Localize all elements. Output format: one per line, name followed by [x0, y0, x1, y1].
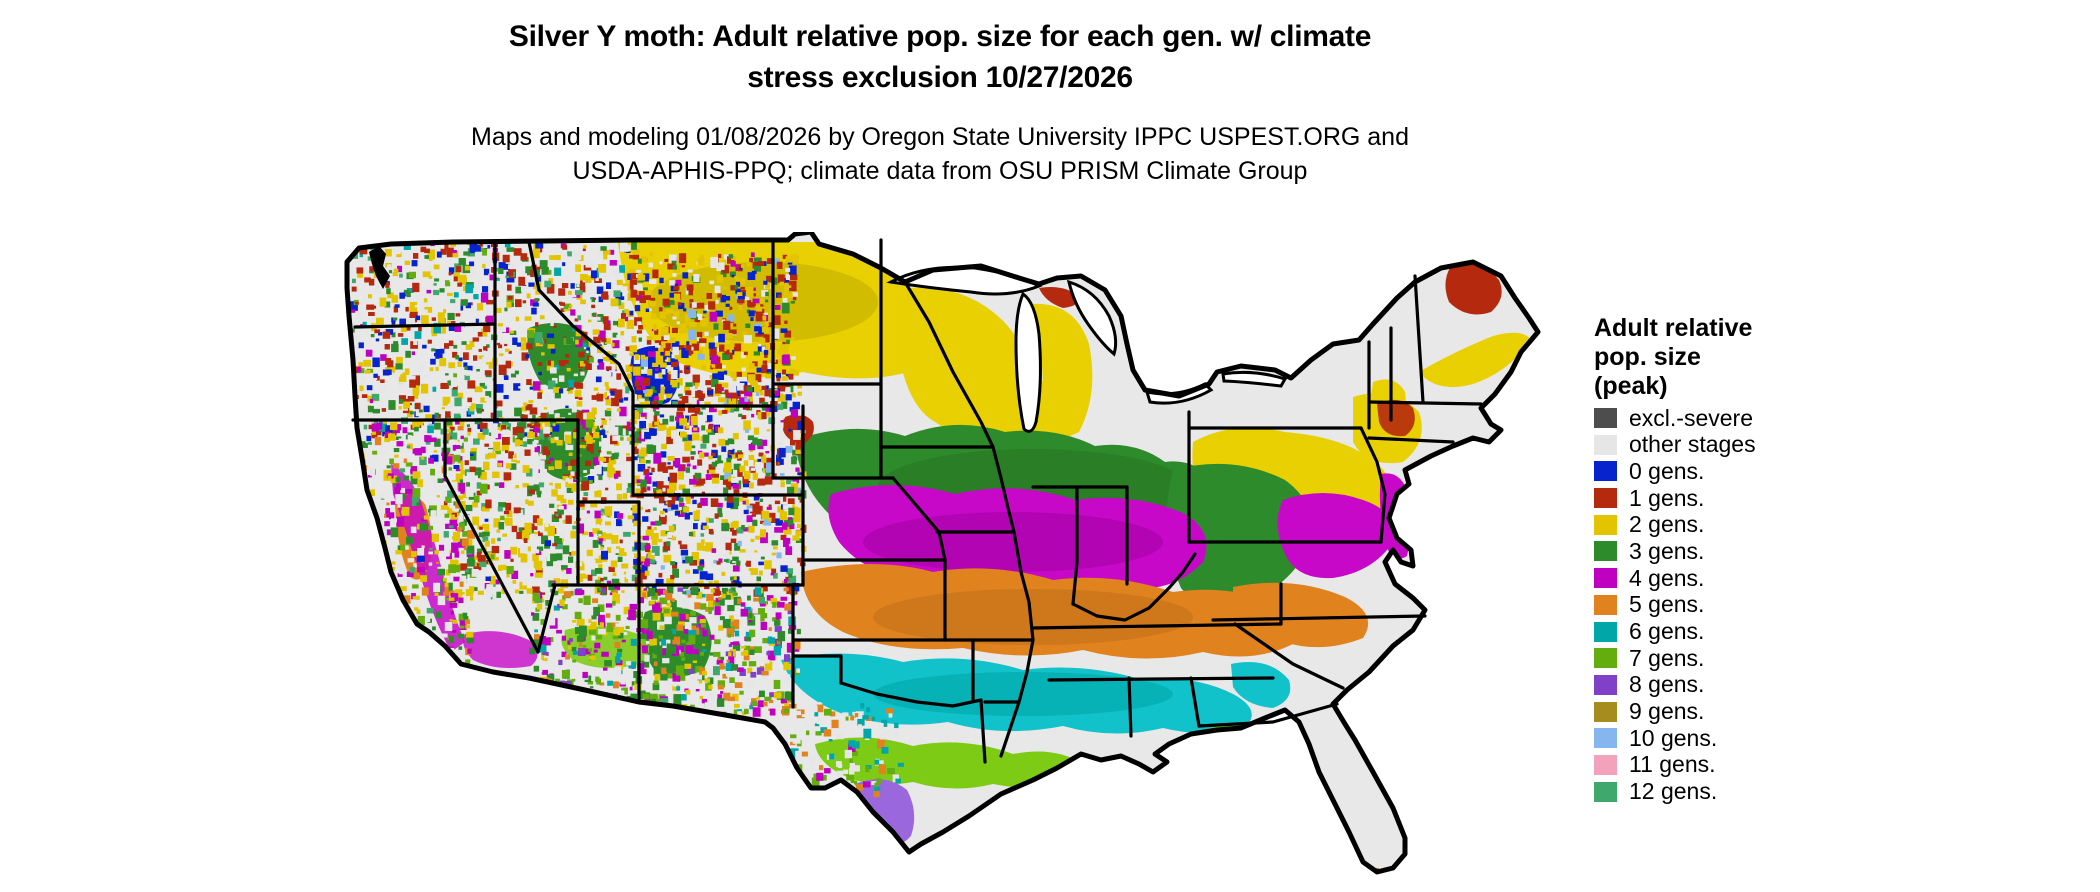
- legend-item-label: 8 gens.: [1629, 671, 1705, 698]
- legend-items: excl.-severe other stages 0 gens. 1 gens. 2 …: [1594, 405, 1834, 804]
- legend-item: 1 gens.: [1594, 485, 1834, 511]
- legend-item-label: 5 gens.: [1629, 591, 1705, 618]
- legend-item-label: 9 gens.: [1629, 698, 1705, 725]
- legend-swatch: [1594, 674, 1617, 695]
- map-title-line2: stress exclusion 10/27/2026: [747, 61, 1133, 94]
- legend-swatch: [1594, 408, 1617, 428]
- legend-swatch: [1594, 781, 1617, 802]
- legend-swatch: [1594, 461, 1617, 482]
- legend-swatch: [1594, 541, 1617, 562]
- legend-swatch: [1594, 621, 1617, 642]
- legend-swatch: [1594, 434, 1617, 455]
- map-legend: Adult relative pop. size (peak) excl.-se…: [1594, 314, 1834, 808]
- legend-item: excl.-severe: [1594, 405, 1834, 431]
- legend-swatch: [1594, 488, 1617, 509]
- legend-swatch: [1594, 568, 1617, 589]
- legend-item: 8 gens.: [1594, 671, 1834, 697]
- legend-item: 10 gens.: [1594, 725, 1834, 751]
- puget-sound: [369, 246, 390, 289]
- legend-item: 5 gens.: [1594, 591, 1834, 617]
- legend-item: 11 gens.: [1594, 751, 1834, 777]
- map-title-line1: Silver Y moth: Adult relative pop. size …: [508, 20, 1372, 53]
- legend-item-label: excl.-severe: [1629, 404, 1753, 431]
- legend-item: 9 gens.: [1594, 698, 1834, 724]
- legend-swatch: [1594, 701, 1617, 722]
- legend-title: Adult relative pop. size (peak): [1594, 314, 1753, 400]
- legend-item: 7 gens.: [1594, 645, 1834, 671]
- map-subtitle: Maps and modeling 01/08/2026 by Oregon S…: [0, 120, 1880, 188]
- legend-item: 3 gens.: [1594, 538, 1834, 564]
- legend-item: 0 gens.: [1594, 458, 1834, 484]
- us-map: [344, 232, 1541, 875]
- legend-item: 2 gens.: [1594, 511, 1834, 537]
- legend-item: 12 gens.: [1594, 778, 1834, 804]
- legend-item-label: 4 gens.: [1629, 564, 1705, 591]
- map-title: Silver Y moth: Adult relative pop. size …: [0, 16, 1880, 98]
- legend-item: other stages: [1594, 431, 1834, 457]
- legend-swatch: [1594, 754, 1617, 775]
- legend-item-label: 1 gens.: [1629, 484, 1705, 511]
- us-coast-outline: [344, 232, 1541, 875]
- legend-item-label: 2 gens.: [1629, 511, 1705, 538]
- legend-swatch: [1594, 514, 1617, 535]
- legend-item-label: 7 gens.: [1629, 644, 1705, 671]
- legend-item-label: 3 gens.: [1629, 537, 1705, 564]
- legend-swatch: [1594, 648, 1617, 669]
- legend-item-label: 10 gens.: [1629, 724, 1718, 751]
- legend-item: 6 gens.: [1594, 618, 1834, 644]
- state-borders: [351, 238, 1483, 764]
- legend-swatch: [1594, 594, 1617, 615]
- legend-item-label: 6 gens.: [1629, 618, 1705, 644]
- legend-swatch: [1594, 728, 1617, 749]
- map-subtitle-line2: USDA-APHIS-PPQ; climate data from OSU PR…: [572, 157, 1308, 185]
- map-subtitle-line1: Maps and modeling 01/08/2026 by Oregon S…: [471, 123, 1409, 151]
- legend-item-label: 0 gens.: [1629, 457, 1705, 484]
- legend-item-label: 12 gens.: [1629, 778, 1718, 805]
- legend-item-label: 11 gens.: [1629, 751, 1716, 778]
- legend-item: 4 gens.: [1594, 565, 1834, 591]
- legend-item-label: other stages: [1629, 431, 1756, 458]
